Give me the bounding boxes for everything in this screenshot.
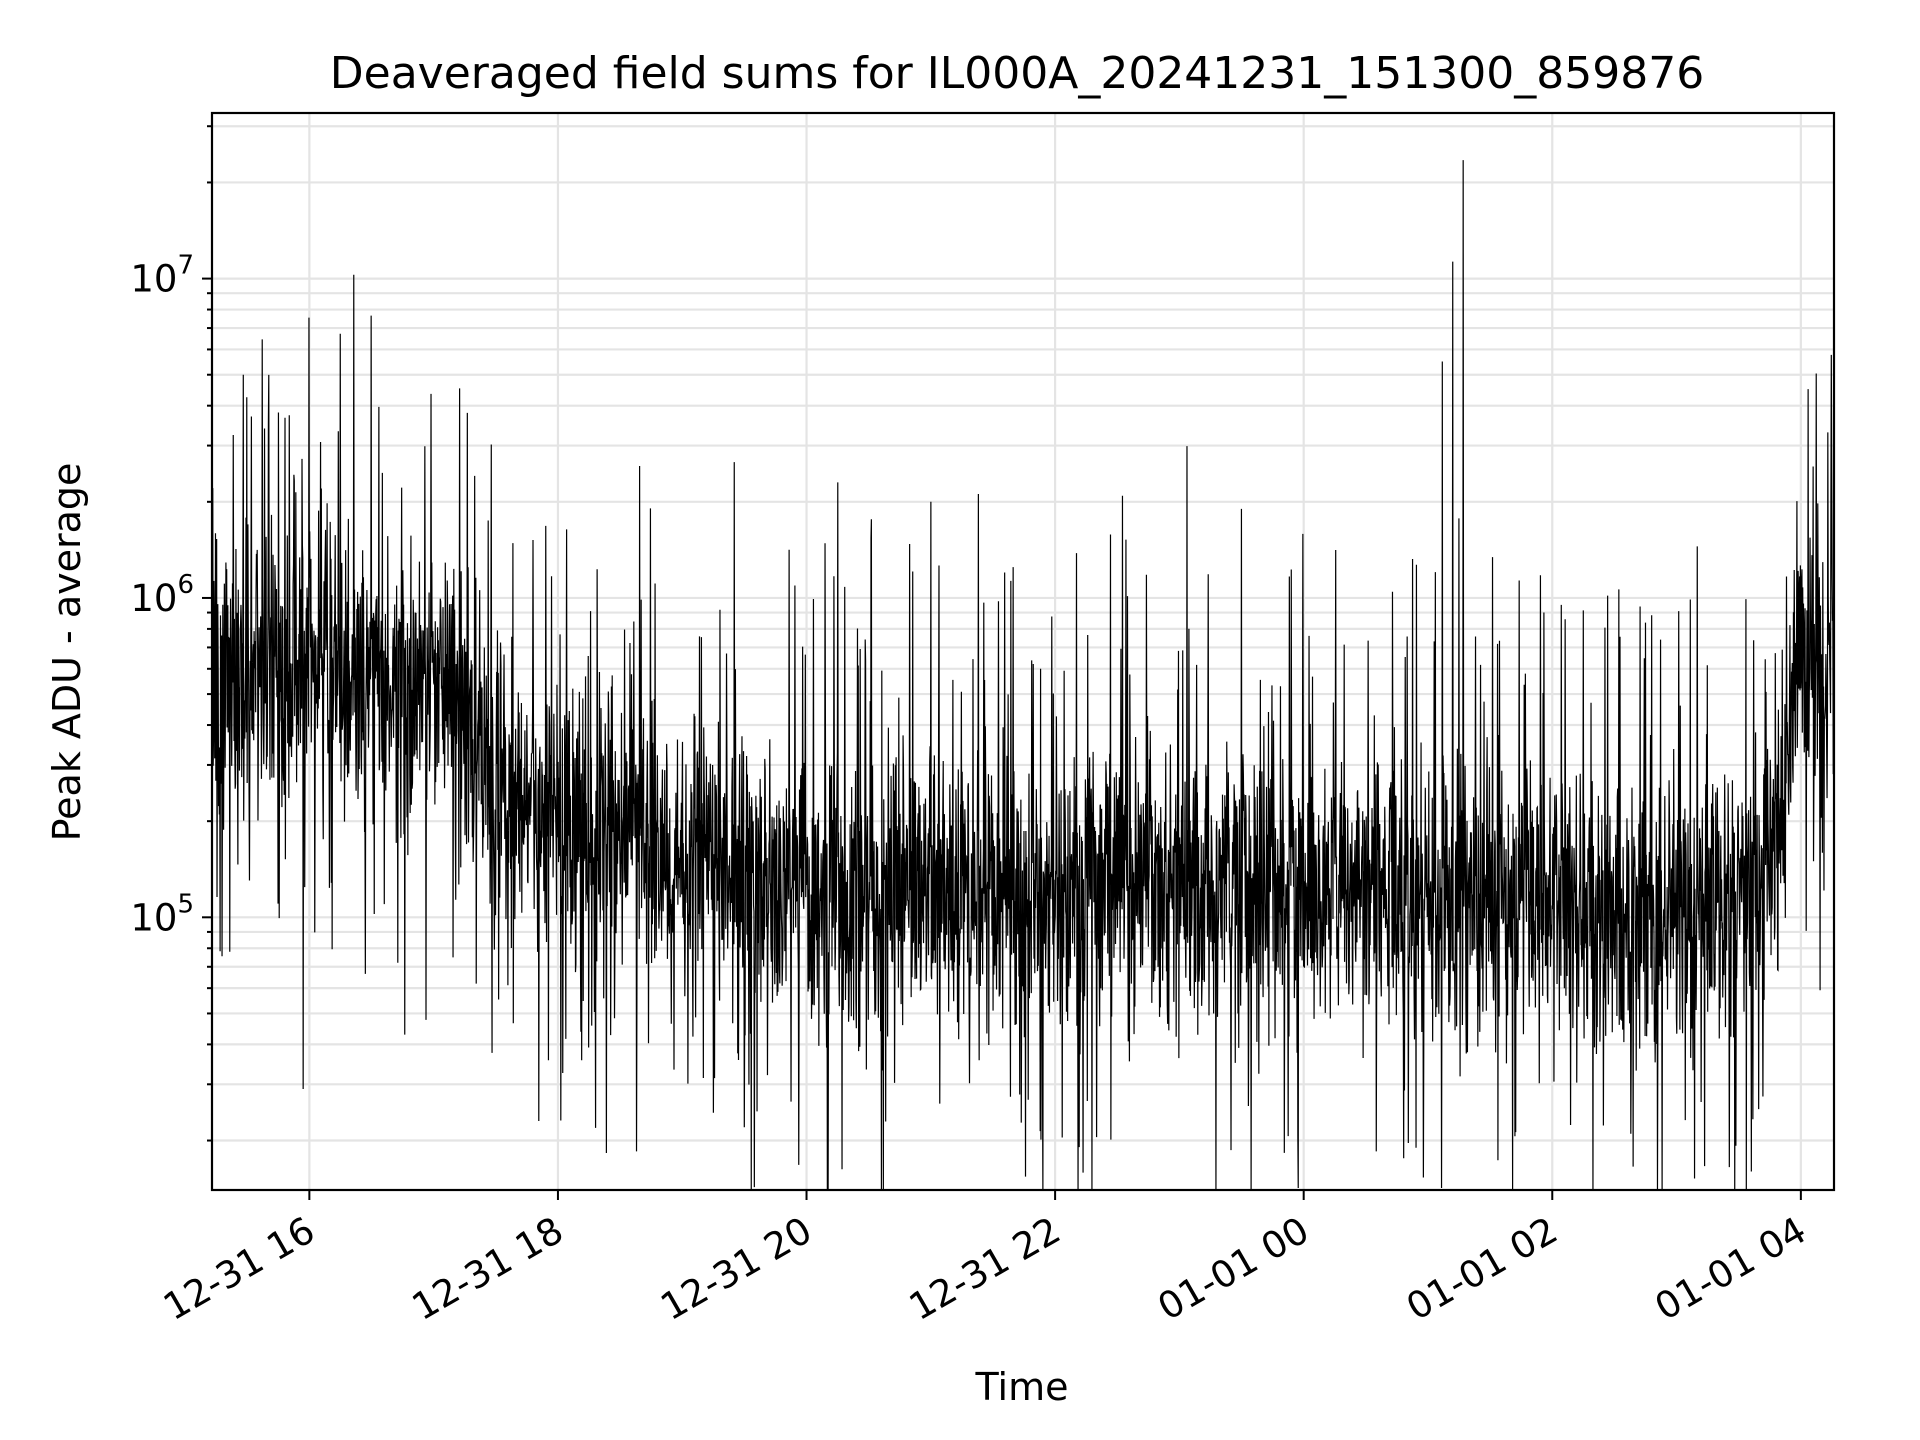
x-tick-label: 12-31 18 <box>405 1209 571 1329</box>
y-tick-label: 107 <box>130 251 194 301</box>
x-tick-label: 01-01 04 <box>1648 1209 1814 1329</box>
y-axis-label: Peak ADU - average <box>45 463 89 842</box>
y-tick-label-exponent: 6 <box>177 570 194 600</box>
x-tick-label: 12-31 22 <box>902 1209 1068 1329</box>
y-tick-label: 106 <box>130 570 194 620</box>
x-axis-label: Time <box>975 1365 1069 1409</box>
y-tick-label-base: 10 <box>130 258 177 301</box>
chart-title: Deaveraged field sums for IL000A_2024123… <box>330 48 1704 99</box>
plot-area-frame <box>210 111 1836 1192</box>
y-tick-label: 105 <box>130 889 194 939</box>
x-tick-label: 12-31 20 <box>653 1209 819 1329</box>
x-tick-label: 01-01 02 <box>1399 1209 1565 1329</box>
y-tick-label-base: 10 <box>130 577 177 620</box>
y-tick-label-exponent: 5 <box>177 889 194 919</box>
y-tick-label-base: 10 <box>130 896 177 939</box>
x-axis: 12-31 16 12-31 18 12-31 20 12-31 22 01-01 00… <box>156 1190 1813 1329</box>
x-tick-label: 12-31 16 <box>156 1209 322 1329</box>
x-tick-label: 01-01 00 <box>1151 1209 1317 1329</box>
y-tick-label-exponent: 7 <box>177 251 194 281</box>
series-line <box>211 160 1835 1191</box>
